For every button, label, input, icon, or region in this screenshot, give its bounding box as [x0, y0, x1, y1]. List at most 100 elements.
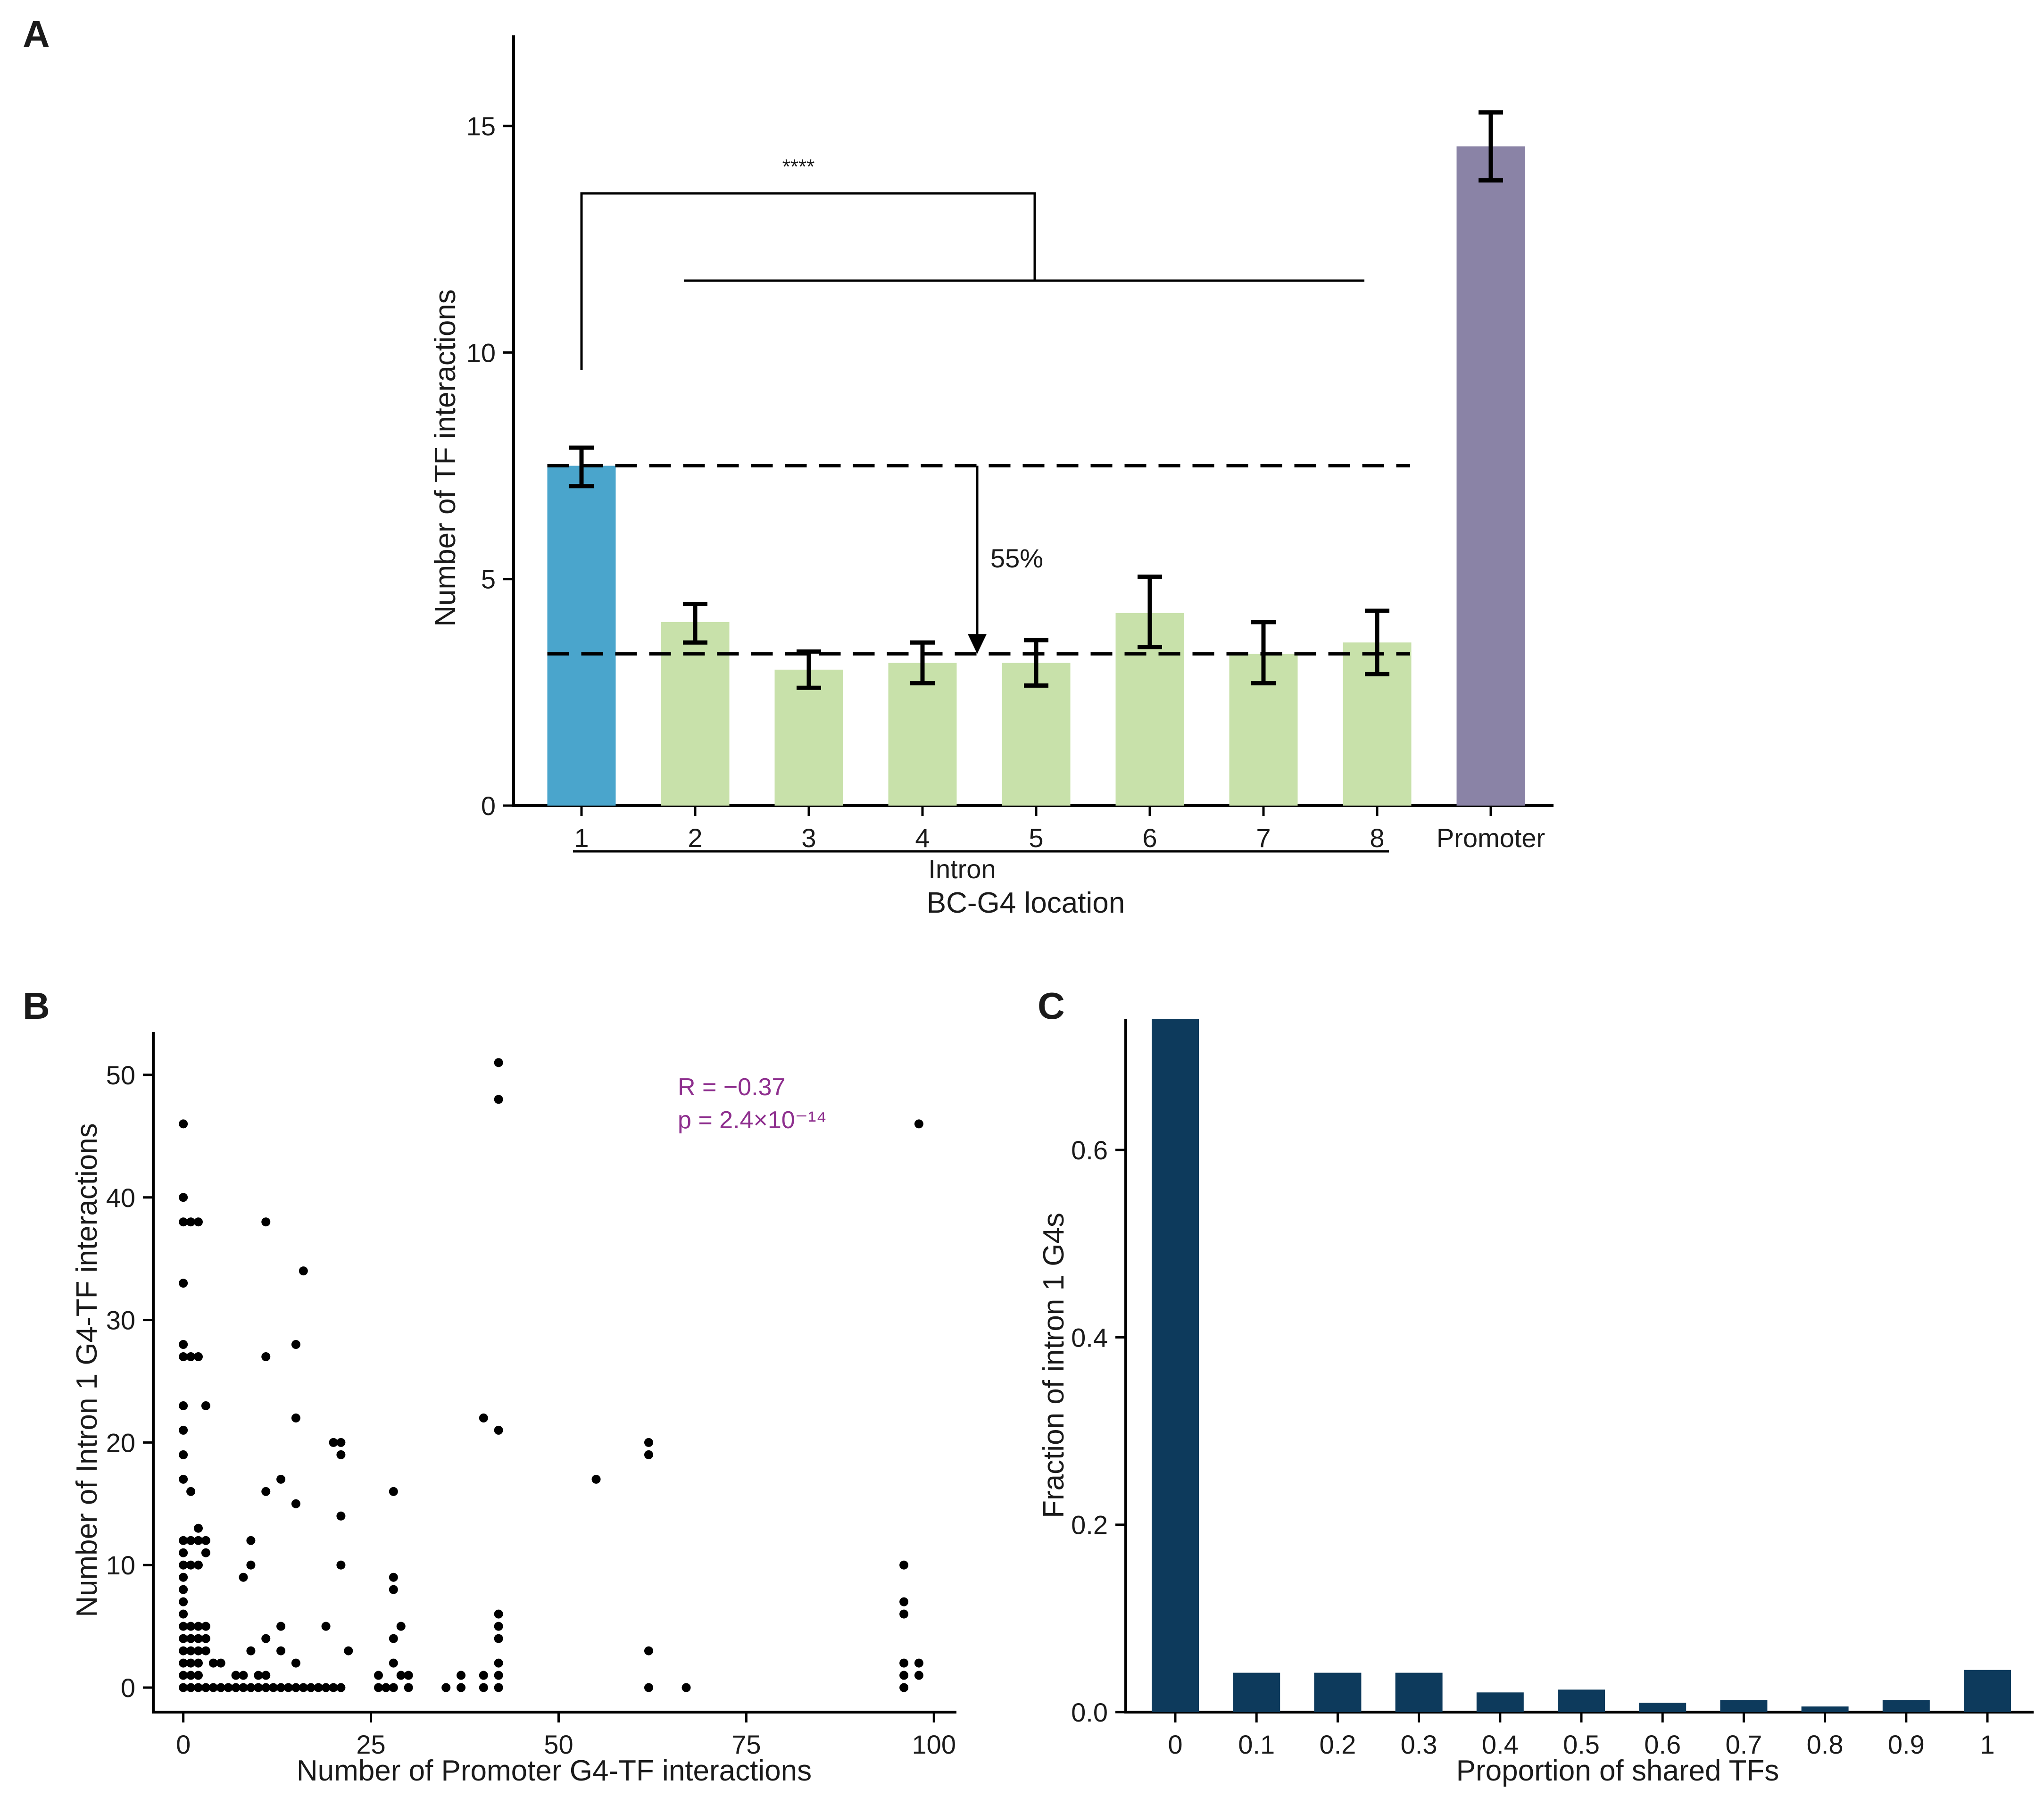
x-tick-label: 0.9 — [1888, 1730, 1925, 1759]
scatter-point — [179, 1622, 188, 1631]
scatter-point — [179, 1683, 188, 1692]
bar-0.1 — [1233, 1672, 1280, 1712]
scatter-point — [389, 1487, 398, 1496]
scatter-point — [186, 1671, 196, 1680]
scatter-point — [179, 1646, 188, 1656]
scatter-point — [389, 1683, 398, 1692]
scatter-point — [291, 1340, 300, 1349]
scatter-point — [494, 1425, 503, 1435]
scatter-point — [494, 1658, 503, 1668]
scatter-point — [494, 1622, 503, 1631]
scatter-point — [179, 1597, 188, 1606]
x-tick-label: 50 — [544, 1730, 573, 1759]
scatter-point — [179, 1609, 188, 1619]
scatter-point — [179, 1450, 188, 1459]
x-tick-label: 100 — [912, 1730, 956, 1759]
scatter-point — [381, 1683, 391, 1692]
scatter-point — [186, 1560, 196, 1570]
scatter-point — [344, 1646, 353, 1656]
scatter-point — [404, 1683, 413, 1692]
scatter-point — [186, 1658, 196, 1668]
x-tick-label: 0.4 — [1482, 1730, 1519, 1759]
scatter-point — [208, 1683, 218, 1692]
scatter-point — [899, 1683, 909, 1692]
scatter-point — [193, 1646, 203, 1656]
scatter-point — [246, 1646, 256, 1656]
x-tick-label: 2 — [688, 823, 702, 853]
scatter-point — [186, 1646, 196, 1656]
scatter-point — [374, 1683, 383, 1692]
reduction-label: 55% — [990, 543, 1043, 573]
y-tick-label: 0 — [121, 1673, 135, 1703]
panel-label-c: C — [1038, 985, 1065, 1027]
scatter-point — [179, 1340, 188, 1349]
scatter-point — [479, 1671, 488, 1680]
bar-4 — [888, 663, 957, 806]
y-tick-label: 0.2 — [1071, 1510, 1108, 1540]
scatter-point — [179, 1217, 188, 1227]
scatter-point — [186, 1352, 196, 1362]
x-tick-label: 0.8 — [1807, 1730, 1844, 1759]
scatter-point — [644, 1438, 653, 1447]
y-tick-label: 0 — [481, 791, 496, 821]
x-tick-label: 0.5 — [1563, 1730, 1600, 1759]
scatter-point — [224, 1683, 233, 1692]
scatter-point — [681, 1683, 691, 1692]
scatter-point — [299, 1683, 308, 1692]
y-tick-label: 20 — [106, 1428, 135, 1457]
x-tick-label: 3 — [801, 823, 816, 853]
scatter-point — [321, 1622, 331, 1631]
x-tick-label: 25 — [356, 1730, 385, 1759]
correlation-r-label: R = −0.37 — [678, 1073, 785, 1101]
scatter-point — [329, 1683, 338, 1692]
bar-1 — [1964, 1670, 2011, 1712]
scatter-point — [246, 1683, 256, 1692]
scatter-point — [914, 1658, 923, 1668]
scatter-point — [193, 1560, 203, 1570]
scatter-point — [479, 1683, 488, 1692]
scatter-point — [291, 1499, 300, 1508]
scatter-point — [276, 1474, 286, 1484]
scatter-point — [276, 1646, 286, 1656]
scatter-point — [441, 1683, 451, 1692]
scatter-point — [179, 1401, 188, 1410]
bar-2 — [661, 622, 730, 806]
scatter-point — [261, 1634, 271, 1643]
error-bar-promoter — [1479, 110, 1503, 183]
scatter-point — [179, 1560, 188, 1570]
scatter-point — [201, 1683, 210, 1692]
scatter-point — [186, 1217, 196, 1227]
bar-0.5 — [1558, 1689, 1605, 1712]
y-tick-label: 0.6 — [1071, 1135, 1108, 1165]
x-tick-label: 6 — [1142, 823, 1157, 853]
scatter-point — [186, 1487, 196, 1496]
scatter-point — [457, 1671, 466, 1680]
x-tick-label: 1 — [574, 823, 589, 853]
bar-0.8 — [1801, 1706, 1849, 1712]
reduction-arrow-head — [968, 634, 987, 654]
scatter-point — [494, 1058, 503, 1067]
error-bar-5 — [1024, 638, 1048, 688]
scatter-point — [179, 1634, 188, 1643]
bar-0.3 — [1395, 1672, 1443, 1712]
scatter-point — [591, 1474, 601, 1484]
x-tick-label: 1 — [1980, 1730, 1994, 1759]
scatter-point — [179, 1572, 188, 1582]
x-tick-label: 0.3 — [1401, 1730, 1437, 1759]
x-tick-label: 8 — [1370, 823, 1384, 853]
scatter-point — [261, 1671, 271, 1680]
scatter-point — [899, 1597, 909, 1606]
scatter-point — [389, 1658, 398, 1668]
scatter-point — [186, 1536, 196, 1545]
scatter-point — [336, 1511, 346, 1521]
scatter-point — [914, 1671, 923, 1680]
scatter-point — [246, 1560, 256, 1570]
scatter-point — [193, 1671, 203, 1680]
significance-bracket — [580, 192, 1036, 370]
x-tick-label: 0.7 — [1725, 1730, 1762, 1759]
bar-0 — [1152, 1019, 1199, 1712]
scatter-point — [374, 1671, 383, 1680]
scatter-point — [404, 1671, 413, 1680]
scatter-point — [179, 1474, 188, 1484]
scatter-point — [239, 1671, 248, 1680]
